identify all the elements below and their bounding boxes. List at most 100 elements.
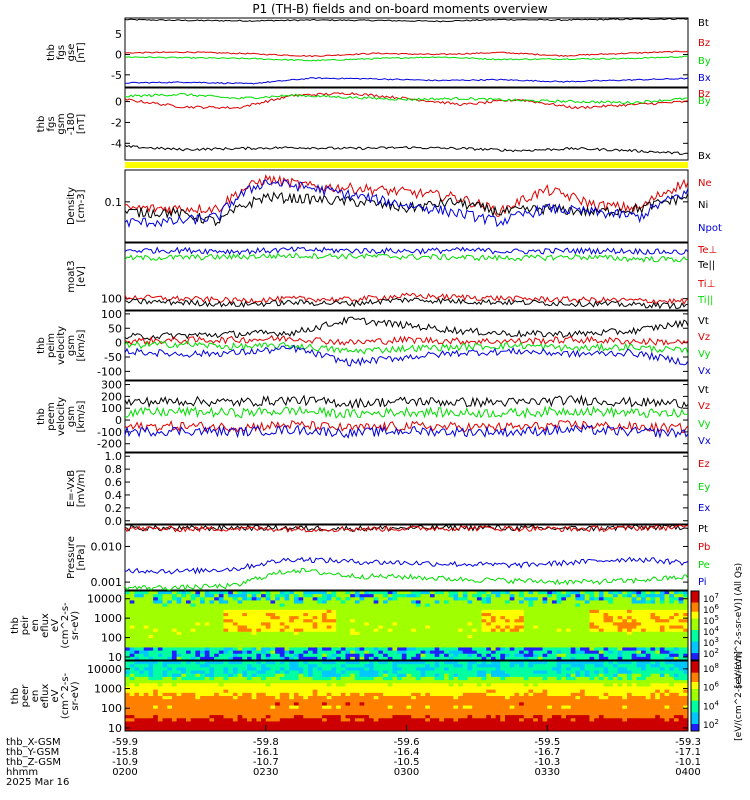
heatmap-cell [514, 653, 520, 658]
heatmap-cell [129, 689, 135, 694]
heatmap-cell [669, 612, 675, 617]
heatmap-cell [185, 705, 192, 710]
heatmap-cell [415, 705, 422, 710]
heatmap-cell [551, 676, 558, 681]
heatmap-cell [354, 676, 361, 681]
heatmap-cell [458, 670, 464, 675]
heatmap-cell [439, 647, 445, 652]
heatmap-cell [326, 594, 332, 598]
heatmap-cell [317, 689, 323, 694]
heatmap-cell [209, 689, 215, 694]
heatmap-cell [490, 622, 497, 626]
heatmap-cell [570, 647, 576, 652]
heatmap-cell [429, 600, 436, 605]
heatmap-cell [519, 689, 525, 694]
heatmap-cell [214, 653, 220, 658]
heatmap-cell [617, 612, 623, 617]
heatmap-cell [472, 609, 478, 614]
heatmap-cell [139, 661, 145, 665]
heatmap-cell [556, 619, 562, 623]
heatmap-cell [387, 699, 393, 703]
heatmap-cell [185, 641, 192, 645]
heatmap-cell [307, 670, 314, 675]
heatmap-cell [467, 631, 473, 636]
colorbar-step [691, 618, 699, 622]
heatmap-cell [270, 638, 276, 642]
heatmap-cell [359, 653, 365, 658]
heatmap-cell [486, 724, 492, 729]
heatmap-cell [359, 616, 365, 620]
heatmap-cell [265, 676, 271, 681]
heatmap-cell [669, 594, 675, 598]
heatmap-cell [317, 696, 323, 700]
heatmap-cell [659, 616, 666, 620]
heatmap-cell [345, 634, 351, 639]
heatmap-cell [462, 686, 468, 691]
heatmap-cell [331, 673, 337, 678]
heatmap-cell [261, 673, 267, 678]
heatmap-cell [383, 650, 389, 655]
heatmap-cell [246, 656, 253, 661]
heatmap-cell [439, 622, 445, 626]
heatmap-cell [650, 625, 656, 630]
heatmap-cell [218, 634, 225, 639]
heatmap-cell [542, 683, 548, 687]
heatmap-cell [167, 628, 173, 633]
heatmap-cell [537, 634, 544, 639]
heatmap-cell [293, 656, 300, 661]
heatmap-cell [307, 609, 314, 614]
heatmap-cell [214, 708, 220, 713]
heatmap-cell [143, 634, 149, 639]
heatmap-cell [289, 689, 295, 694]
heatmap-cell [218, 600, 225, 605]
heatmap-cell [350, 724, 356, 729]
heatmap-cell [519, 631, 525, 636]
heatmap-cell [458, 705, 464, 710]
heatmap-cell [209, 696, 215, 700]
heatmap-cell [514, 594, 520, 598]
heatmap-cell [566, 696, 572, 700]
heatmap-cell [678, 625, 684, 630]
heatmap-cell [139, 612, 145, 617]
heatmap-cell [566, 619, 572, 623]
heatmap-cell [434, 696, 440, 700]
colorbar-step [691, 611, 699, 615]
heatmap-cell [453, 656, 459, 661]
heatmap-cell [317, 727, 323, 732]
heatmap-cell [561, 699, 567, 703]
heatmap-cell [603, 616, 609, 620]
y-axis-label: thb [10, 617, 21, 634]
heatmap-cell [420, 597, 426, 601]
heatmap-cell [331, 711, 337, 716]
heatmap-cell [157, 631, 164, 636]
heatmap-cell [157, 711, 164, 716]
heatmap-cell [453, 708, 459, 713]
heatmap-cell [125, 680, 131, 684]
heatmap-cell [317, 661, 323, 665]
heatmap-cell [209, 641, 215, 645]
heatmap-cell [603, 594, 609, 598]
heatmap-cell [265, 718, 271, 722]
heatmap-cell [242, 683, 248, 687]
heatmap-cell [490, 686, 497, 691]
heatmap-cell [261, 676, 267, 681]
heatmap-cell [275, 631, 281, 636]
heatmap-cell [383, 622, 389, 626]
heatmap-cell [209, 680, 215, 684]
heatmap-cell [453, 597, 459, 601]
heatmap-cell [275, 711, 281, 716]
heatmap-cell [392, 670, 398, 675]
heatmap-cell [575, 600, 581, 605]
heatmap-cell [598, 619, 605, 623]
legend-Bz: Bz [698, 38, 710, 49]
heatmap-cell [566, 676, 572, 681]
heatmap-cell [678, 606, 684, 611]
heatmap-cell [669, 603, 675, 608]
heatmap-cell [345, 667, 351, 672]
heatmap-cell [298, 664, 304, 668]
heatmap-cell [322, 721, 328, 726]
heatmap-cell [242, 638, 248, 642]
legend-Npot: Npot [698, 223, 722, 234]
heatmap-cell [190, 619, 196, 623]
y-tick-label: 0.4 [105, 489, 123, 502]
